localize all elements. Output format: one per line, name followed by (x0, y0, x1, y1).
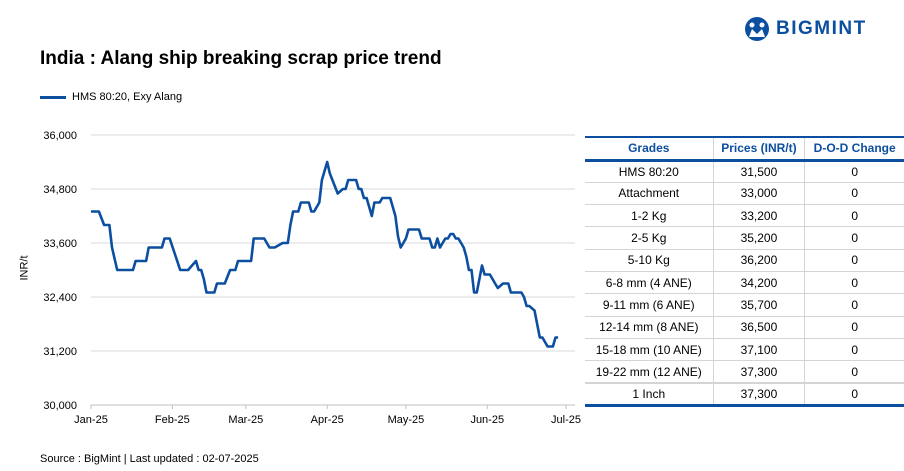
table-cell: 37,100 (712, 338, 805, 362)
source-note: Source : BigMint | Last updated : 02-07-… (40, 453, 259, 465)
table-cell: 37,300 (712, 360, 805, 384)
logo-icon (745, 17, 769, 41)
table-cell: 0 (804, 360, 904, 384)
series-line (91, 160, 559, 348)
x-tick-label: Mar-25 (228, 414, 263, 426)
x-tick-label: Jul-25 (551, 414, 581, 426)
x-tick-label: Jan-25 (74, 414, 108, 426)
table-cell: 0 (804, 249, 904, 272)
table-cell: 36,200 (712, 249, 805, 272)
legend-swatch (40, 95, 66, 99)
table-cell: 35,200 (712, 226, 805, 250)
table-row: Attachment 33,000 0 (585, 182, 904, 206)
table-cell: 0 (804, 338, 904, 362)
table-row: 1-2 Kg 33,200 0 (585, 204, 904, 228)
x-tick-label: Jun-25 (470, 414, 504, 426)
x-tick-label: May-25 (388, 414, 425, 426)
table-cell: Attachment (585, 182, 714, 206)
table-row: 2-5 Kg 35,200 0 (585, 226, 904, 250)
table-row: 6-8 mm (4 ANE) 34,200 0 (585, 271, 904, 295)
table-cell: 0 (804, 381, 904, 407)
y-tick-label: 32,400 (43, 292, 77, 304)
x-tick-label: Apr-25 (311, 414, 344, 426)
table-cell: 1-2 Kg (585, 204, 714, 228)
chart-title: India : Alang ship breaking scrap price … (40, 48, 442, 69)
table-cell: 35,700 (712, 293, 805, 317)
table-cell: 0 (804, 204, 904, 228)
price-table: Grades Prices (INR/t) D-O-D Change HMS 80:… (585, 136, 904, 407)
table-cell: 34,200 (712, 271, 805, 295)
y-tick-label: 30,000 (43, 400, 77, 412)
brand-name: BIGMINT (776, 18, 867, 39)
y-tick-label: 31,200 (43, 346, 77, 358)
bigmint-logo: BIGMINT (744, 16, 867, 42)
y-tick-label: 34,800 (43, 184, 77, 196)
table-cell: 31,500 (712, 160, 805, 183)
table-row: 15-18 mm (10 ANE) 37,100 0 (585, 338, 904, 362)
table-row: HMS 80:20 31,500 0 (585, 160, 904, 183)
table-cell: 12-14 mm (8 ANE) (585, 316, 714, 339)
legend-label: HMS 80:20, Exy Alang (72, 91, 183, 103)
column-header: D-O-D Change (804, 136, 904, 162)
table-cell: 9-11 mm (6 ANE) (585, 293, 714, 317)
table-row: 12-14 mm (8 ANE) 36,500 0 (585, 316, 904, 339)
table-cell: 15-18 mm (10 ANE) (585, 338, 714, 362)
table-cell: 33,200 (712, 204, 805, 228)
table-cell: 0 (804, 271, 904, 295)
legend: HMS 80:20, Exy Alang (40, 91, 182, 103)
table-cell: 37,300 (712, 381, 805, 407)
table-row: 1 Inch 37,300 0 (585, 381, 904, 407)
x-tick-label: Feb-25 (155, 414, 190, 426)
table-cell: HMS 80:20 (585, 160, 714, 183)
table-cell: 0 (804, 182, 904, 206)
table-cell: 0 (804, 226, 904, 250)
table-cell: 5-10 Kg (585, 249, 714, 272)
table-cell: 1 Inch (585, 381, 714, 407)
y-tick-label: 36,000 (43, 130, 77, 142)
table-cell: 0 (804, 160, 904, 183)
table-cell: 0 (804, 293, 904, 317)
table-cell: 33,000 (712, 182, 805, 206)
table-cell: 6-8 mm (4 ANE) (585, 271, 714, 295)
table-row: 5-10 Kg 36,200 0 (585, 249, 904, 272)
table-cell: 19-22 mm (12 ANE) (585, 360, 714, 384)
column-header: Grades (585, 136, 714, 162)
column-header: Prices (INR/t) (712, 136, 805, 162)
table-row: 9-11 mm (6 ANE) 35,700 0 (585, 293, 904, 317)
y-tick-label: 33,600 (43, 238, 77, 250)
table-cell: 0 (804, 316, 904, 339)
table-row: 19-22 mm (12 ANE) 37,300 0 (585, 360, 904, 384)
table-cell: 2-5 Kg (585, 226, 714, 250)
table-cell: 36,500 (712, 316, 805, 339)
